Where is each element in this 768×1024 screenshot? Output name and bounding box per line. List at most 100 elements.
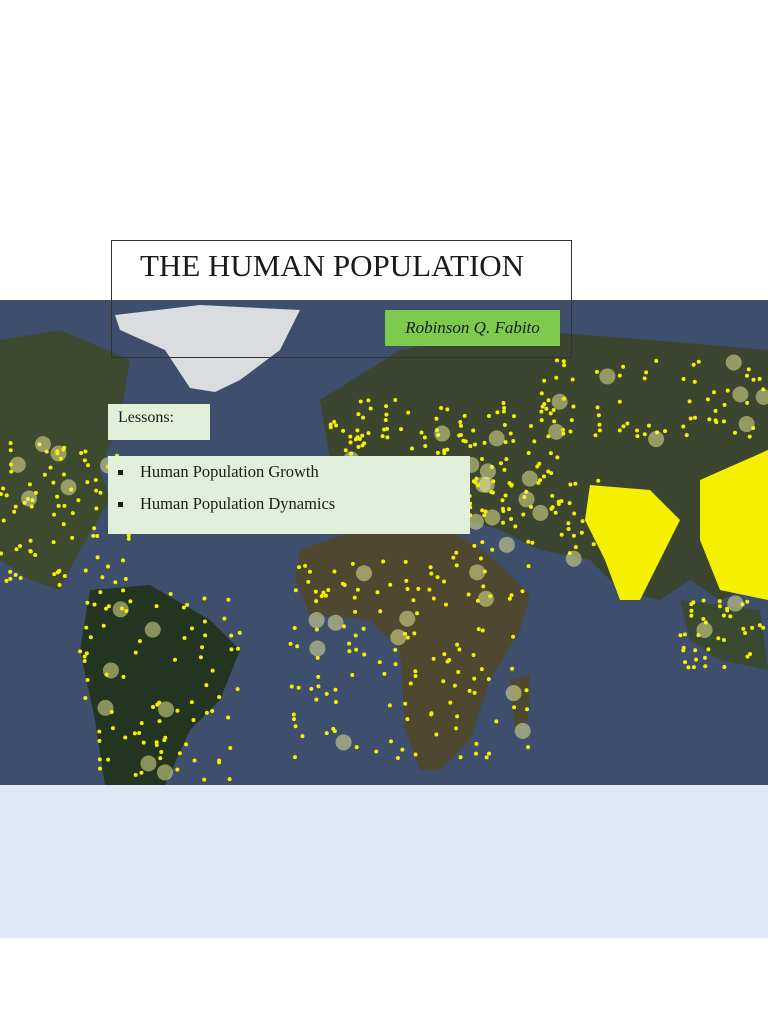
dot: [158, 701, 175, 718]
dot: [21, 490, 38, 507]
dot: [84, 625, 89, 630]
author: Robinson Q. Fabito: [385, 310, 560, 346]
dot: [569, 418, 574, 423]
dot: [498, 536, 515, 553]
dot: [378, 609, 383, 614]
dot: [362, 441, 367, 446]
dot: [292, 755, 297, 760]
dot: [42, 472, 47, 477]
dot: [732, 430, 737, 435]
dot: [561, 431, 566, 436]
dot: [442, 451, 447, 456]
dot: [422, 435, 427, 440]
dot: [476, 483, 481, 488]
dot: [350, 561, 355, 566]
dot: [204, 710, 209, 715]
dot: [456, 669, 461, 674]
dot: [751, 377, 756, 382]
dot: [744, 373, 749, 378]
dot: [707, 417, 712, 422]
dot: [571, 533, 576, 538]
dot: [28, 538, 33, 543]
dot: [471, 652, 476, 657]
dot: [532, 439, 537, 444]
dot: [0, 491, 3, 496]
dot: [743, 630, 748, 635]
dot: [548, 411, 553, 416]
dot: [126, 533, 131, 538]
dot: [490, 490, 495, 495]
dot: [332, 419, 337, 424]
title-box: [111, 240, 572, 358]
dot: [552, 419, 557, 424]
dot: [526, 539, 531, 544]
dot: [451, 555, 456, 560]
dot: [475, 598, 480, 603]
dot: [541, 474, 546, 479]
dot: [100, 575, 105, 580]
dot: [362, 652, 367, 657]
dot: [368, 406, 373, 411]
dot: [8, 448, 13, 453]
dot: [314, 697, 319, 702]
dot: [334, 423, 339, 428]
dot: [393, 398, 398, 403]
dot: [580, 519, 585, 524]
africa: [295, 525, 530, 770]
dot: [328, 425, 333, 430]
dot: [722, 402, 727, 407]
dot: [314, 599, 319, 604]
dot: [98, 490, 103, 495]
dot: [458, 423, 463, 428]
dot: [1, 486, 6, 491]
lessons-label: Lessons:: [108, 404, 210, 440]
dot: [745, 599, 750, 604]
dot: [204, 683, 209, 688]
dot: [480, 508, 485, 513]
dot: [388, 582, 393, 587]
dot: [568, 429, 573, 434]
dot: [479, 667, 484, 672]
dot: [549, 471, 554, 476]
dot: [55, 570, 60, 575]
dot: [502, 467, 507, 472]
dot: [82, 654, 87, 659]
dot: [85, 678, 90, 683]
dot: [121, 588, 126, 593]
dot: [155, 702, 160, 707]
dot: [498, 461, 503, 466]
dot: [150, 704, 155, 709]
dot: [648, 431, 665, 448]
dot: [572, 511, 577, 516]
dot: [693, 648, 698, 653]
dot: [61, 522, 66, 527]
dot: [106, 604, 111, 609]
dot: [642, 376, 647, 381]
dot: [404, 578, 409, 583]
dot: [526, 564, 531, 569]
dot: [395, 755, 400, 760]
dot: [34, 436, 51, 453]
dot: [315, 655, 320, 660]
dot: [559, 532, 564, 537]
dot: [621, 424, 626, 429]
dot: [683, 660, 688, 665]
dot: [405, 586, 410, 591]
dot: [502, 406, 507, 411]
world-map: [0, 300, 768, 785]
dot: [85, 463, 90, 468]
dot: [703, 664, 708, 669]
dot: [445, 659, 450, 664]
dot: [663, 429, 668, 434]
dot: [406, 410, 411, 415]
dot: [328, 422, 333, 427]
dot: [721, 419, 726, 424]
dot: [314, 627, 319, 632]
dot: [539, 391, 544, 396]
dot: [18, 544, 23, 549]
dot: [51, 540, 56, 545]
dot: [471, 479, 476, 484]
dot: [403, 701, 408, 706]
dot: [427, 587, 432, 592]
dot: [480, 456, 485, 461]
